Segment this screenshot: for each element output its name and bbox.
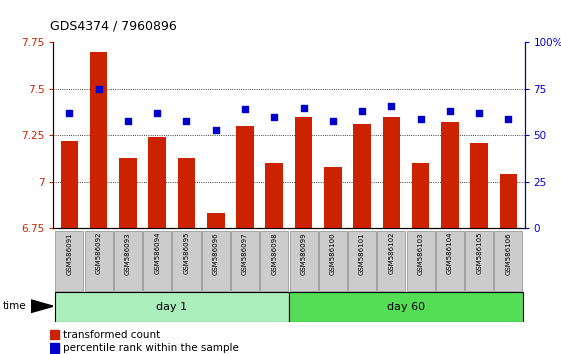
Point — [123, 118, 132, 124]
Text: GSM586103: GSM586103 — [417, 232, 424, 275]
Text: GSM586100: GSM586100 — [330, 232, 336, 275]
Text: transformed count: transformed count — [63, 330, 160, 340]
Point — [504, 116, 513, 121]
Text: day 1: day 1 — [157, 302, 187, 312]
Point — [94, 86, 103, 92]
Bar — [50, 343, 59, 353]
Bar — [119, 158, 137, 228]
Bar — [348, 231, 376, 291]
Polygon shape — [31, 300, 53, 313]
Text: GSM586106: GSM586106 — [505, 232, 512, 275]
Bar — [231, 231, 259, 291]
Bar — [436, 231, 464, 291]
Bar — [470, 143, 488, 228]
Point — [387, 103, 396, 108]
Bar — [61, 141, 78, 228]
Text: percentile rank within the sample: percentile rank within the sample — [63, 343, 239, 353]
Bar — [407, 231, 435, 291]
Bar — [178, 158, 195, 228]
Point — [182, 118, 191, 124]
Bar — [114, 231, 142, 291]
Point — [299, 105, 308, 110]
Bar — [378, 231, 406, 291]
Bar — [494, 231, 522, 291]
Bar — [56, 231, 84, 291]
Text: GSM586093: GSM586093 — [125, 232, 131, 275]
Bar — [149, 137, 166, 228]
Text: GSM586096: GSM586096 — [213, 232, 219, 275]
Bar — [353, 124, 371, 228]
Point — [328, 118, 337, 124]
Bar — [295, 117, 312, 228]
Text: GSM586101: GSM586101 — [359, 232, 365, 275]
Bar — [500, 175, 517, 228]
Bar — [465, 231, 493, 291]
Bar — [207, 213, 224, 228]
Point — [445, 108, 454, 114]
Bar — [319, 231, 347, 291]
Bar — [143, 231, 171, 291]
Bar — [412, 163, 429, 228]
Text: GSM586105: GSM586105 — [476, 232, 482, 274]
Bar — [260, 231, 288, 291]
Point — [241, 107, 250, 112]
Text: GSM586099: GSM586099 — [301, 232, 306, 275]
Text: time: time — [3, 301, 26, 311]
Point — [270, 114, 279, 120]
Bar — [172, 231, 200, 291]
Text: GSM586095: GSM586095 — [183, 232, 190, 274]
Bar — [441, 122, 459, 228]
Bar — [85, 231, 113, 291]
Bar — [289, 231, 318, 291]
Bar — [236, 126, 254, 228]
Text: GSM586092: GSM586092 — [96, 232, 102, 274]
Point — [211, 127, 220, 133]
Text: day 60: day 60 — [387, 302, 425, 312]
Point — [357, 108, 366, 114]
Bar — [289, 292, 523, 322]
Text: GDS4374 / 7960896: GDS4374 / 7960896 — [50, 19, 177, 33]
Text: GSM586091: GSM586091 — [66, 232, 72, 275]
Text: GSM586094: GSM586094 — [154, 232, 160, 274]
Point — [153, 110, 162, 116]
Point — [65, 110, 74, 116]
Text: GSM586097: GSM586097 — [242, 232, 248, 275]
Bar — [202, 231, 230, 291]
Bar — [383, 117, 400, 228]
Point — [475, 110, 484, 116]
Bar — [324, 167, 342, 228]
Bar — [50, 330, 59, 339]
Text: GSM586098: GSM586098 — [272, 232, 277, 275]
Point — [416, 116, 425, 121]
Bar — [55, 292, 289, 322]
Text: GSM586102: GSM586102 — [388, 232, 394, 274]
Bar — [265, 163, 283, 228]
Text: GSM586104: GSM586104 — [447, 232, 453, 274]
Bar — [90, 52, 108, 228]
